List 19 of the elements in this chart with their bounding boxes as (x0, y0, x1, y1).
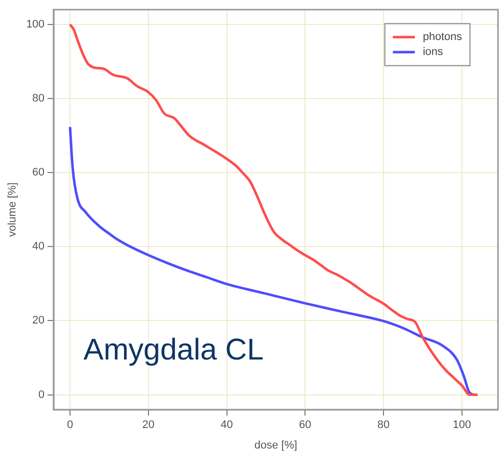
y-tick-label: 100 (26, 18, 45, 30)
legend-label: photons (422, 31, 462, 44)
y-tick-label: 20 (32, 314, 45, 327)
y-tick-label: 80 (32, 92, 45, 105)
y-tick-label: 0 (38, 388, 45, 401)
x-tick-label: 20 (142, 419, 155, 432)
y-tick-label: 40 (32, 240, 45, 253)
y-axis-title: volume [%] (6, 182, 19, 237)
x-tick-label: 0 (66, 419, 74, 432)
x-tick-label: 40 (220, 419, 233, 432)
x-axis-title: dose [%] (254, 439, 298, 452)
x-tick-label: 100 (452, 419, 472, 432)
legend-label: ions (422, 46, 444, 58)
annotation: Amygdala CL (84, 334, 264, 367)
x-tick-label: 80 (377, 419, 390, 432)
line-series (68, 126, 475, 396)
y-tick-label: 60 (32, 166, 45, 179)
x-tick-label: 60 (299, 419, 312, 432)
line-series (68, 23, 479, 396)
